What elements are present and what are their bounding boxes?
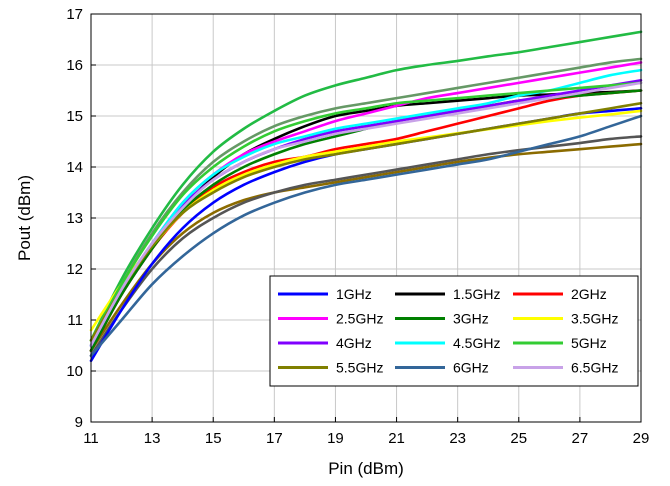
series-line-unlabeled-1: [89, 30, 643, 342]
series-line-unlabeled-4: [89, 135, 643, 357]
legend-label-5ghz: 5GHz: [571, 335, 607, 351]
y-tick-label: 14: [66, 159, 83, 176]
legend-label-6-5ghz: 6.5GHz: [571, 360, 618, 376]
legend-label-3ghz: 3GHz: [453, 311, 489, 327]
series-line-unlabeled-2: [89, 57, 643, 347]
series-line-5ghz: [89, 81, 643, 342]
series-line-unlabeled-3: [89, 142, 643, 352]
y-tick-label: 9: [75, 414, 83, 431]
x-tick-label: 25: [510, 430, 527, 447]
y-tick-label: 16: [66, 57, 83, 74]
y-tick-label: 12: [66, 261, 83, 278]
y-axis-title: Pout (dBm): [15, 175, 34, 261]
series-lines: [89, 30, 643, 363]
legend-label-1ghz: 1GHz: [336, 286, 372, 302]
x-tick-labels: 11 13 15 17 19 21 23 25 27 29: [83, 417, 649, 447]
x-tick-label: 19: [327, 430, 344, 447]
y-tick-labels: 9 10 11 12 13 14 15 16 17: [66, 6, 96, 431]
x-tick-label: 17: [266, 430, 283, 447]
x-tick-label: 21: [388, 430, 405, 447]
legend-label-4ghz: 4GHz: [336, 335, 372, 351]
legend: 1GHz 1.5GHz 2GHz 2.5GHz 3GHz 3.5GHz 4GHz 4.5GHz…: [269, 275, 639, 387]
series-line-6-5ghz: [89, 81, 643, 347]
x-tick-label: 23: [449, 430, 466, 447]
series-line-6ghz: [89, 114, 643, 357]
legend-label-2ghz: 2GHz: [571, 286, 607, 302]
x-tick-label: 27: [572, 430, 589, 447]
legend-label-1-5ghz: 1.5GHz: [453, 286, 500, 302]
legend-label-6ghz: 6GHz: [453, 360, 489, 376]
legend-label-5-5ghz: 5.5GHz: [336, 360, 383, 376]
legend-label-2-5ghz: 2.5GHz: [336, 311, 383, 327]
x-tick-label: 11: [83, 430, 99, 447]
x-axis-title: Pin (dBm): [328, 459, 404, 478]
x-tick-label: 15: [205, 430, 222, 447]
y-tick-label: 10: [66, 363, 83, 380]
series-line-4ghz: [89, 79, 643, 347]
y-tick-label: 13: [66, 210, 83, 227]
series-line-5-5ghz: [89, 101, 643, 342]
legend-label-4-5ghz: 4.5GHz: [453, 335, 500, 351]
x-tick-label: 13: [144, 430, 161, 447]
y-tick-label: 17: [66, 6, 83, 23]
y-tick-label: 11: [67, 312, 83, 329]
x-tick-label: 29: [633, 430, 650, 447]
legend-box: [269, 275, 639, 387]
legend-label-3-5ghz: 3.5GHz: [571, 311, 618, 327]
y-tick-label: 15: [66, 108, 83, 125]
